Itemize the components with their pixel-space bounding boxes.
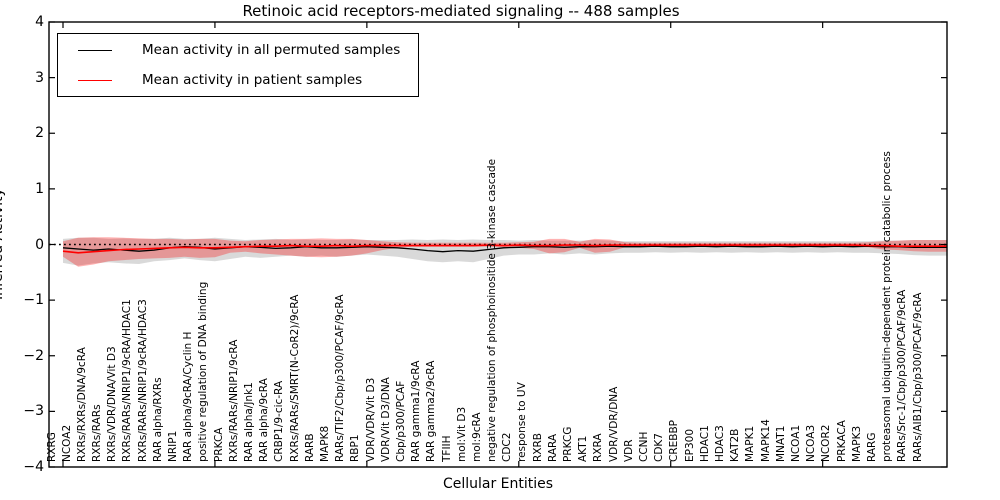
x-category-label: NRIP1 bbox=[167, 430, 180, 462]
x-category-label: CDC2 bbox=[501, 432, 514, 462]
x-category-label: NCOR2 bbox=[820, 424, 833, 462]
x-category-label: EP300 bbox=[683, 428, 696, 462]
x-category-label: RARs/TIF2/Cbp/p300/PCAF/9cRA bbox=[334, 294, 347, 463]
x-category-label: RXRA bbox=[592, 433, 605, 462]
x-category-label: HDAC3 bbox=[713, 425, 726, 462]
x-category-label: VDR/VDR/DNA bbox=[607, 386, 620, 462]
patient-mean-line bbox=[62, 244, 947, 254]
y-tick-label: 3 bbox=[35, 69, 44, 86]
legend-item-permuted: Mean activity in all permuted samples bbox=[58, 36, 418, 64]
x-category-label: TFIIH bbox=[440, 435, 453, 462]
y-tick-label: 1 bbox=[35, 180, 44, 197]
x-category-label: PRKCA bbox=[212, 427, 225, 462]
y-tick-label: 0 bbox=[35, 236, 44, 253]
y-tick-label: −2 bbox=[23, 347, 44, 364]
x-axis-label: Cellular Entities bbox=[442, 476, 554, 492]
y-axis-label: Inferred Activity bbox=[0, 188, 6, 300]
x-category-label: RAR alpha/RXRs bbox=[151, 377, 164, 462]
x-category-label: RARs/Src-1/Cbp/p300/PCAF/9cRA bbox=[896, 289, 909, 462]
y-tick-label: 4 bbox=[35, 14, 44, 30]
x-category-label: RARG bbox=[865, 432, 878, 463]
x-category-label: NCOA1 bbox=[789, 424, 802, 462]
x-category-label: mol:Vit D3 bbox=[455, 406, 468, 462]
x-category-label: RAR gamma2/9cRA bbox=[425, 360, 438, 462]
x-category-label: RARB bbox=[303, 433, 316, 462]
y-tick-label: −3 bbox=[23, 403, 44, 420]
x-category-label: RAR alpha/9cRA/Cyclin H bbox=[182, 331, 195, 462]
x-category-label: AKT1 bbox=[577, 435, 590, 462]
x-category-label: RXRB bbox=[531, 433, 544, 462]
legend-label-permuted: Mean activity in all permuted samples bbox=[142, 42, 401, 58]
x-category-label: MAPK14 bbox=[759, 419, 772, 462]
x-category-label: mol:9cRA bbox=[470, 412, 483, 462]
x-category-label: RXRs/RXRs/DNA/9cRA bbox=[75, 347, 88, 462]
legend: Mean activity in all permuted samples Me… bbox=[57, 33, 419, 97]
x-category-label: VDR/Vit D3/DNA bbox=[379, 377, 392, 462]
x-category-label: RXRs/VDR/DNA/Vit D3 bbox=[106, 346, 119, 462]
x-category-label: CCNH bbox=[638, 431, 651, 462]
x-category-label: PRKACA bbox=[835, 420, 848, 462]
x-category-label: MAPK3 bbox=[850, 425, 863, 462]
legend-label-patient: Mean activity in patient samples bbox=[142, 72, 363, 88]
x-category-label: RXRs/RARs bbox=[91, 404, 104, 462]
x-category-label: HDAC1 bbox=[698, 425, 711, 462]
x-category-label: RXRs/RARs/NRIP1/9cRA/HDAC1 bbox=[121, 299, 134, 462]
x-category-label: CDK7 bbox=[653, 433, 666, 462]
x-category-label: KAT2B bbox=[729, 428, 742, 462]
x-category-label: CREBBP bbox=[668, 420, 681, 462]
x-category-label: positive regulation of DNA binding bbox=[197, 281, 210, 462]
y-tick-label: −1 bbox=[23, 292, 44, 309]
x-category-label: RAR alpha/9cRA bbox=[258, 378, 271, 462]
x-category-label: CRBP1/9-cic-RA bbox=[273, 380, 286, 462]
x-category-label: RXRG bbox=[45, 432, 58, 462]
x-category-label: RBP1 bbox=[349, 434, 362, 462]
x-category-label: VDR bbox=[622, 439, 635, 462]
x-category-label: MAPK8 bbox=[318, 425, 331, 462]
x-category-label: NCOA3 bbox=[805, 424, 818, 462]
legend-item-patient: Mean activity in patient samples bbox=[58, 66, 418, 94]
x-category-label: VDR/VDR/Vit D3 bbox=[364, 377, 377, 462]
x-category-label: MNAT1 bbox=[774, 425, 787, 462]
x-category-label: RXRs/RARs/SMRT(N-CoR2)/9cRA bbox=[288, 294, 301, 462]
x-category-label: RXRs/RARs/NRIP1/9cRA/HDAC3 bbox=[136, 299, 149, 462]
x-category-label: negative regulation of phosphoinositide … bbox=[486, 158, 499, 462]
y-tick-label: −4 bbox=[23, 459, 44, 475]
x-category-label: NCOA2 bbox=[60, 424, 73, 462]
x-category-label: RXRs/RARs/NRIP1/9cRA bbox=[227, 339, 240, 462]
x-category-label: proteasomal ubiquitin-dependent protein … bbox=[881, 151, 894, 462]
x-category-label: RARs/AIB1/Cbp/p300/PCAF/9cRA bbox=[911, 292, 924, 462]
chart-title: Retinoic acid receptors-mediated signali… bbox=[242, 2, 680, 20]
x-category-label: RAR alpha/Jnk1 bbox=[243, 382, 255, 462]
y-tick-label: 2 bbox=[35, 125, 44, 142]
permuted-line-swatch bbox=[78, 49, 112, 51]
x-category-label: RAR gamma1/9cRA bbox=[410, 360, 423, 462]
x-category-label: Cbp/p300/PCAF bbox=[394, 380, 407, 462]
x-category-label: MAPK1 bbox=[744, 425, 757, 462]
x-category-label: response to UV bbox=[516, 382, 529, 462]
x-category-label: PRKCG bbox=[562, 426, 575, 462]
x-category-label: RARA bbox=[546, 433, 559, 462]
patient-line-swatch bbox=[78, 79, 112, 81]
